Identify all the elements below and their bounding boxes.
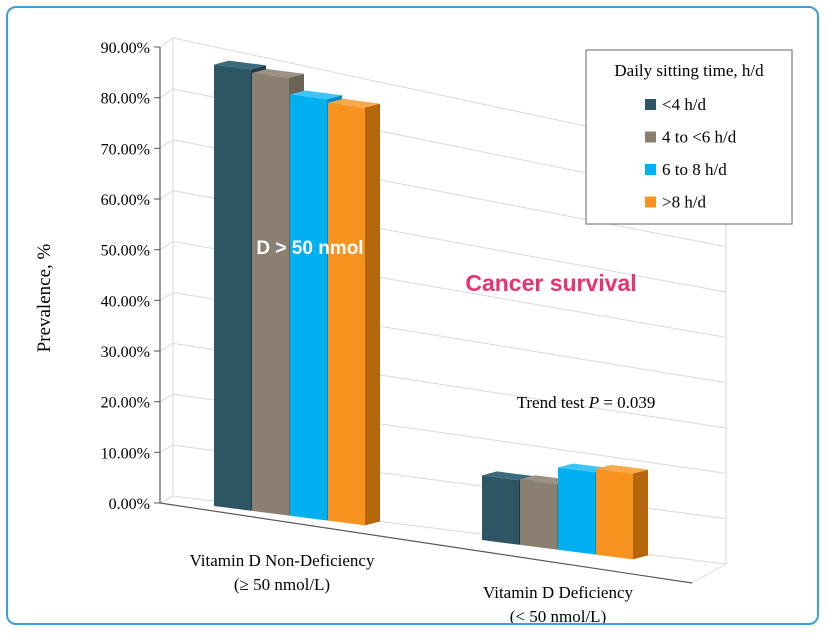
gridline-side xyxy=(159,241,174,251)
bar-side xyxy=(633,469,648,560)
bar-side xyxy=(365,103,380,526)
bar-front xyxy=(520,479,557,550)
chart-legend: Daily sitting time, h/d <4 h/d 4 to <6 h/… xyxy=(585,49,793,225)
bar-front xyxy=(558,467,595,555)
gridline-side xyxy=(159,393,174,403)
gridline-side xyxy=(159,495,174,504)
bar-chart: 0.00% 10.00% 20.00% 30.00% 40.00% 50.00% 60.00… xyxy=(34,37,793,626)
gridline-side xyxy=(159,37,174,48)
legend-label: 4 to <6 h/d xyxy=(662,128,737,147)
y-axis-label: Prevalence, % xyxy=(34,243,55,352)
x-axis-line xyxy=(159,502,693,584)
legend-swatch xyxy=(645,131,656,143)
y-tick-label: 90.00% xyxy=(101,40,150,57)
gridline-side xyxy=(159,444,174,453)
bar-front xyxy=(596,468,633,560)
bar-top xyxy=(328,98,380,108)
annotation-trend-prefix: Trend test xyxy=(517,393,589,412)
x-category-label-2-line2: (< 50 nmol/L) xyxy=(510,607,606,623)
legend-title: Daily sitting time, h/d xyxy=(614,61,764,80)
y-tick-label: 20.00% xyxy=(101,395,150,412)
legend-swatch xyxy=(645,196,656,208)
legend-swatch xyxy=(645,99,656,110)
y-tick-label: 0.00% xyxy=(109,496,150,513)
floor-edge-right xyxy=(691,563,727,584)
y-tick-label: 60.00% xyxy=(101,192,150,209)
x-category-label-2: Vitamin D Deficiency (< 50 nmol/L) xyxy=(483,583,634,626)
bar-1-4 xyxy=(328,98,380,526)
annotation-trend-suffix: = 0.039 xyxy=(599,393,655,412)
bar-2-4 xyxy=(596,464,648,560)
bar-front xyxy=(252,73,289,516)
annotation-vitamin-d-threshold: D > 50 nmol xyxy=(256,238,363,259)
legend-label: <4 h/d xyxy=(662,95,707,114)
x-category-label-2-line1: Vitamin D Deficiency xyxy=(483,583,634,602)
x-category-label-1-line2: (≥ 50 nmol/L) xyxy=(234,575,330,594)
y-tick-label: 40.00% xyxy=(101,293,150,310)
bar-top xyxy=(482,471,534,481)
chart-bars: D > 50 nmol xyxy=(214,60,648,560)
chart-axes: 0.00% 10.00% 20.00% 30.00% 40.00% 50.00% 60.00… xyxy=(101,40,727,584)
annotation-cancer-survival: Cancer survival xyxy=(465,270,636,296)
gridline-side xyxy=(159,190,174,200)
bar-front xyxy=(482,475,519,545)
gridline-side xyxy=(159,139,174,149)
bar-front xyxy=(214,64,251,511)
legend-item: 4 to <6 h/d xyxy=(645,128,737,147)
y-tick-label: 80.00% xyxy=(101,91,150,108)
gridline-side xyxy=(159,292,174,301)
bar-front xyxy=(290,94,327,521)
bar-top xyxy=(290,90,342,100)
bar-top xyxy=(252,69,304,78)
gridline-side xyxy=(159,342,174,352)
y-tick-label: 50.00% xyxy=(101,243,150,260)
y-tick-label: 10.00% xyxy=(101,445,150,462)
annotation-trend-p: P xyxy=(588,393,599,412)
legend-label: >8 h/d xyxy=(662,193,707,212)
legend-box xyxy=(585,49,793,225)
legend-item: 6 to 8 h/d xyxy=(645,160,727,179)
legend-item: <4 h/d xyxy=(645,95,707,114)
y-tick-label: 30.00% xyxy=(101,344,150,361)
x-category-label-1-line1: Vitamin D Non-Deficiency xyxy=(190,551,375,570)
bar-front xyxy=(328,102,365,526)
bar-top xyxy=(214,60,266,70)
gridline-side xyxy=(159,88,174,99)
legend-label: 6 to 8 h/d xyxy=(662,160,727,179)
figure-frame: 0.00% 10.00% 20.00% 30.00% 40.00% 50.00% 60.00… xyxy=(6,6,819,626)
annotation-trend-test: Trend test P = 0.039 xyxy=(517,393,656,412)
y-tick-label: 70.00% xyxy=(101,141,150,158)
bar-top xyxy=(596,464,648,474)
legend-swatch xyxy=(645,164,656,175)
x-category-label-1: Vitamin D Non-Deficiency (≥ 50 nmol/L) xyxy=(190,551,375,594)
legend-item: >8 h/d xyxy=(645,193,707,212)
